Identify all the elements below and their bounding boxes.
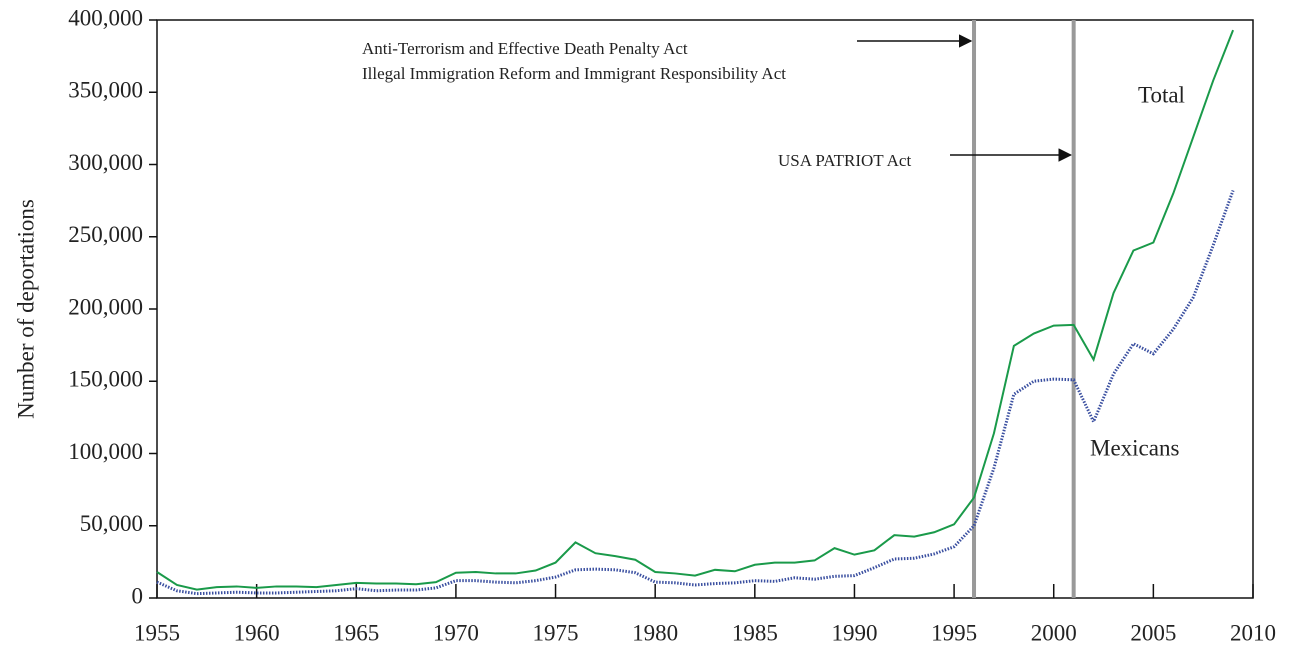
y-tick-label: 100,000: [68, 439, 143, 464]
series-line: [156, 29, 1235, 591]
x-tick-label: 1960: [234, 620, 280, 645]
x-tick-label: 1990: [831, 620, 877, 645]
x-tick-label: 1970: [433, 620, 479, 645]
y-tick-label: 200,000: [68, 294, 143, 319]
x-tick-label: 1980: [632, 620, 678, 645]
series-line: [156, 189, 1235, 596]
x-tick-label: 1965: [333, 620, 379, 645]
y-tick-label: 50,000: [80, 511, 143, 536]
x-tick-label: 2010: [1230, 620, 1276, 645]
y-tick-label: 300,000: [68, 150, 143, 175]
plot-frame: [156, 19, 1254, 599]
x-tick-label: 1995: [931, 620, 977, 645]
x-tick-label: 1955: [134, 620, 180, 645]
x-tick-label: 1985: [732, 620, 778, 645]
series-label: Mexicans: [1090, 435, 1179, 460]
x-tick-label: 1975: [533, 620, 579, 645]
y-tick-label: 250,000: [68, 222, 143, 247]
event-label: Illegal Immigration Reform and Immigrant…: [362, 64, 786, 83]
x-tick-label: 2000: [1031, 620, 1077, 645]
y-axis-label: Number of deportations: [13, 199, 38, 419]
y-tick-label: 150,000: [68, 367, 143, 392]
event-label: Anti-Terrorism and Effective Death Penal…: [362, 39, 688, 58]
series-label: Total: [1138, 82, 1185, 107]
x-tick-label: 2005: [1130, 620, 1176, 645]
y-tick-label: 0: [132, 583, 144, 608]
y-tick-label: 400,000: [68, 5, 143, 30]
event-label: USA PATRIOT Act: [778, 151, 911, 170]
y-tick-label: 350,000: [68, 78, 143, 103]
